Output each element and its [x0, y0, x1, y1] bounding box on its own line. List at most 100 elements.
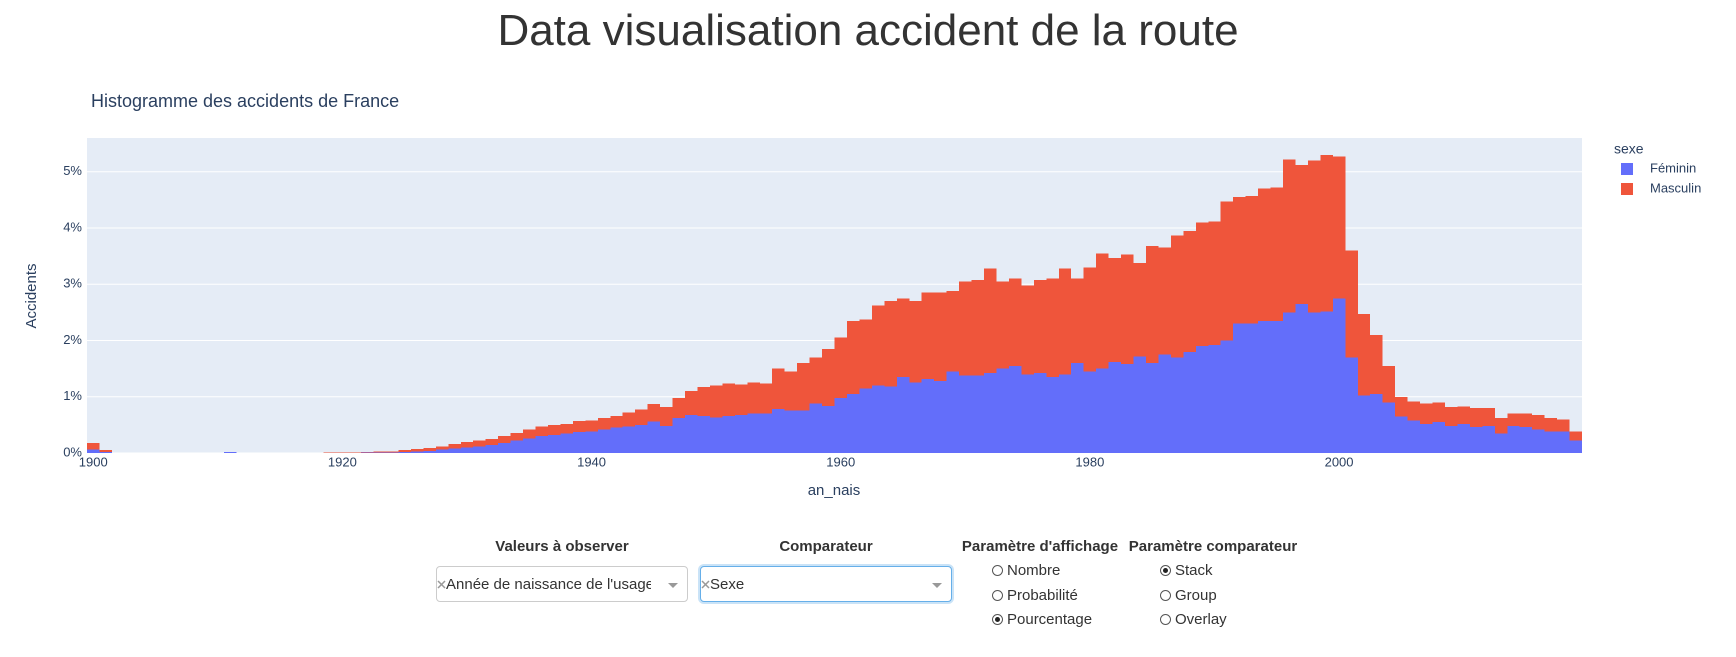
histogram-bar [996, 368, 1009, 453]
histogram-bar [846, 393, 860, 453]
histogram-bar [772, 368, 785, 410]
x-tick-label: 1920 [328, 454, 357, 469]
histogram-bar [597, 429, 611, 453]
histogram-bar [697, 415, 710, 453]
histogram-bar [1008, 365, 1022, 453]
radio-option[interactable]: Probabilité [992, 587, 1078, 604]
histogram-bar [373, 451, 386, 453]
histogram-bar [1370, 334, 1383, 394]
radio-option[interactable]: Pourcentage [992, 611, 1092, 628]
histogram-bar [1407, 420, 1421, 453]
histogram-bar [1195, 222, 1209, 347]
histogram-bar [822, 405, 835, 453]
histogram-bar [759, 413, 773, 453]
histogram-bar [1083, 371, 1097, 453]
histogram-bar [1096, 368, 1109, 453]
radio-option[interactable]: Nombre [992, 562, 1060, 579]
histogram-bar [734, 384, 748, 415]
histogram-bar [697, 387, 710, 416]
radio-dot[interactable] [992, 589, 1003, 601]
histogram-bar [1158, 247, 1171, 355]
legend-title: sexe [1614, 141, 1644, 157]
y-tick-label: 2% [63, 332, 82, 347]
histogram-bar [959, 281, 972, 376]
histogram-bar [1245, 195, 1259, 324]
dropdown[interactable]: Sexe [700, 566, 952, 602]
histogram-bar [984, 268, 997, 374]
histogram-bar [1345, 250, 1358, 358]
clear-icon[interactable] [437, 580, 446, 589]
radio-label: Probabilité [1007, 586, 1078, 604]
histogram-bar [1569, 431, 1582, 441]
histogram-bar [1432, 402, 1445, 423]
histogram-bar [971, 279, 984, 376]
histogram-bar [1457, 406, 1470, 424]
control-dropdown: Comparateur Sexe [700, 538, 952, 602]
histogram-bar [523, 429, 536, 439]
histogram-bar [435, 449, 449, 453]
control-label: Paramètre comparateur [1128, 538, 1298, 555]
histogram-bar [1195, 346, 1209, 453]
histogram-bar [1270, 320, 1283, 453]
histogram-bar [1320, 311, 1333, 453]
histogram-bar [1008, 278, 1022, 366]
histogram-bar [410, 451, 424, 453]
histogram-bar [1233, 197, 1246, 324]
histogram-bar [772, 409, 785, 453]
legend-swatch [1621, 163, 1633, 175]
histogram-bar [1058, 268, 1072, 375]
histogram-bar [747, 413, 760, 453]
histogram-bar [722, 383, 735, 416]
radio-option[interactable]: Overlay [1160, 611, 1227, 628]
radio-label: Stack [1175, 562, 1213, 579]
histogram-bar [672, 397, 685, 419]
histogram-bar [1021, 374, 1034, 453]
histogram-bar [635, 424, 648, 453]
histogram-bar [647, 421, 661, 453]
x-axis-title: an_nais [808, 482, 861, 499]
histogram-bar [1258, 320, 1271, 453]
radio-dot[interactable] [1160, 589, 1171, 601]
histogram-bar [822, 348, 835, 406]
histogram-bar [1133, 356, 1146, 453]
histogram-bar [1183, 230, 1196, 352]
clear-icon[interactable] [701, 580, 710, 589]
dropdown-value: Sexe [710, 576, 745, 593]
histogram-bar [672, 418, 685, 453]
histogram-bar [1096, 253, 1109, 369]
histogram-bar [99, 450, 112, 452]
histogram-bar [1532, 429, 1545, 453]
histogram-bar [1357, 395, 1371, 453]
histogram-bar [859, 388, 872, 453]
histogram-bar [1469, 408, 1483, 428]
radio-option[interactable]: Group [1160, 587, 1217, 604]
histogram-bar [685, 414, 698, 453]
histogram-bar [547, 424, 561, 435]
histogram-bar [996, 281, 1009, 369]
histogram-bar [386, 452, 399, 453]
radio-dot[interactable] [992, 614, 1003, 625]
radio-option[interactable]: Stack [1160, 562, 1213, 579]
radio-dot[interactable] [1160, 614, 1171, 625]
histogram-bar [734, 414, 748, 453]
histogram-bar [1557, 431, 1570, 453]
radio-dot[interactable] [992, 565, 1003, 576]
histogram-bar [934, 381, 947, 453]
histogram-bar [1283, 312, 1296, 453]
histogram-bar [685, 391, 698, 415]
radio-dot[interactable] [1160, 565, 1171, 576]
histogram-bar [896, 377, 910, 453]
histogram-bar [560, 433, 573, 453]
histogram-bar [1121, 364, 1134, 453]
histogram-bar [1382, 402, 1396, 453]
histogram-bar [336, 452, 349, 453]
control-radio: Paramètre d'affichage Nombre Probabilité Po… [960, 538, 1120, 628]
histogram-bar [797, 410, 810, 453]
histogram-bar [87, 449, 100, 453]
histogram-bar [722, 415, 735, 453]
histogram-bar [909, 301, 922, 383]
histogram-bar [846, 320, 860, 394]
histogram-bar [1258, 188, 1271, 321]
dropdown[interactable]: Année de naissance de l'usager [436, 566, 688, 602]
